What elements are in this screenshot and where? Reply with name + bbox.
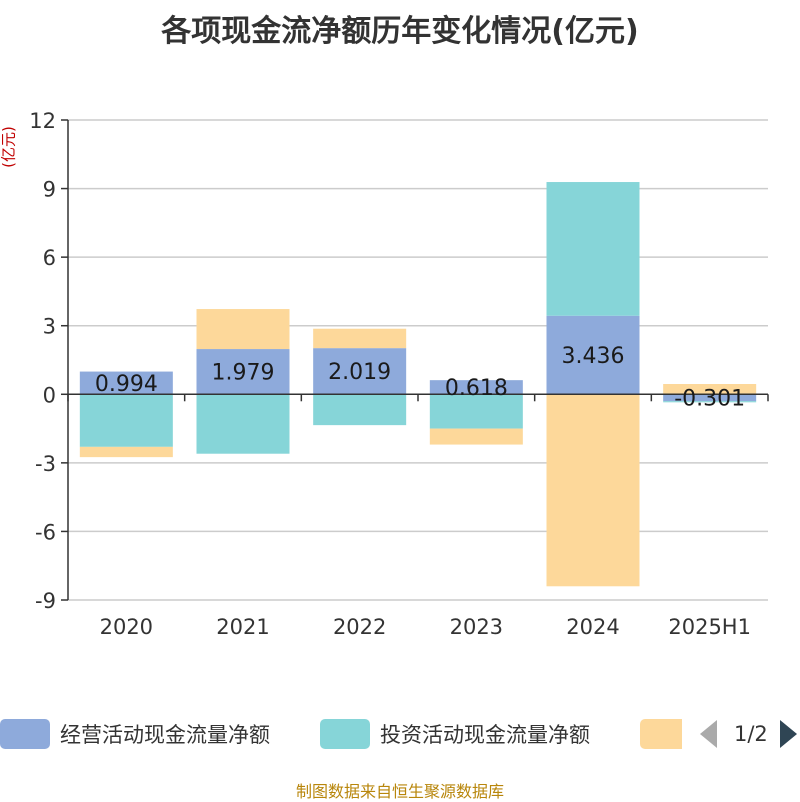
bar-segment-series-0 (429, 380, 523, 395)
source-note: 制图数据来自恒生聚源数据库 (295, 782, 504, 801)
data-label: 0.994 (95, 372, 158, 397)
x-tick-label: 2025H1 (668, 615, 751, 639)
bar-segment-series-2 (546, 394, 640, 587)
legend-label-investing: 投资活动现金流量净额 (380, 723, 590, 747)
legend-swatch-operating (0, 719, 50, 749)
bar-segment-series-1 (663, 401, 757, 403)
y-tick-label: 12 (29, 109, 56, 133)
bar-segment-series-2 (429, 428, 523, 445)
legend-swatch-third-series (640, 719, 682, 749)
x-tick-label: 2023 (450, 615, 503, 639)
y-tick-label: 6 (43, 246, 56, 270)
bar-segment-series-0 (546, 315, 640, 395)
y-tick-label: 0 (43, 383, 56, 407)
legend-swatch-investing (320, 719, 370, 749)
bars (79, 182, 757, 587)
bar-segment-series-1 (79, 394, 173, 447)
y-tick-label: -9 (35, 589, 56, 613)
legend-item-investing[interactable]: 投资活动现金流量净额 (320, 716, 590, 752)
data-label: 2.019 (328, 360, 391, 385)
bar-segment-series-0 (663, 394, 757, 402)
bar-segment-series-0 (196, 349, 290, 395)
legend: 经营活动现金流量净额 投资活动现金流量净额 (0, 716, 800, 752)
legend-next-page-icon[interactable] (779, 720, 797, 748)
x-tick-label: 2020 (100, 615, 153, 639)
grid-lines (68, 119, 768, 601)
x-tick-label: 2021 (216, 615, 269, 639)
y-tick-label: 3 (43, 315, 56, 339)
axes: -9 -6 -3 0 3 6 9 12 2020 2021 2022 2023 2024 2025H1 (29, 109, 769, 639)
data-label: 0.618 (445, 376, 508, 401)
bar-segment-series-2 (313, 328, 407, 349)
bar-segment-series-2 (196, 309, 290, 350)
bar-segment-series-0 (79, 371, 173, 395)
bar-segment-series-1 (429, 394, 523, 429)
chart-title: 各项现金流净额历年变化情况(亿元) (161, 14, 639, 49)
legend-label-operating: 经营活动现金流量净额 (60, 723, 270, 747)
bar-segment-series-2 (663, 384, 757, 395)
legend-page-indicator: 1/2 (734, 722, 768, 746)
y-tick-label: -3 (35, 452, 56, 476)
bar-segment-series-1 (196, 394, 290, 454)
x-tick-label: 2022 (333, 615, 386, 639)
legend-prev-page-icon[interactable] (700, 720, 717, 748)
data-label: 3.436 (562, 344, 625, 369)
y-tick-label: -6 (35, 520, 56, 544)
legend-item-third-series[interactable] (640, 716, 682, 752)
bar-segment-series-0 (313, 348, 407, 395)
x-tick-label: 2024 (566, 615, 619, 639)
bar-segment-series-1 (313, 394, 407, 426)
y-tick-label: 9 (43, 178, 56, 202)
bar-segment-series-1 (546, 182, 640, 316)
bar-segment-series-2 (79, 446, 173, 458)
data-label: -0.301 (674, 387, 745, 412)
data-labels: 0.994 1.979 2.019 0.618 3.436 -0.301 (95, 344, 745, 412)
data-label: 1.979 (212, 361, 275, 386)
legend-item-operating[interactable]: 经营活动现金流量净额 (0, 716, 270, 752)
legend-pager: 1/2 (700, 716, 797, 752)
